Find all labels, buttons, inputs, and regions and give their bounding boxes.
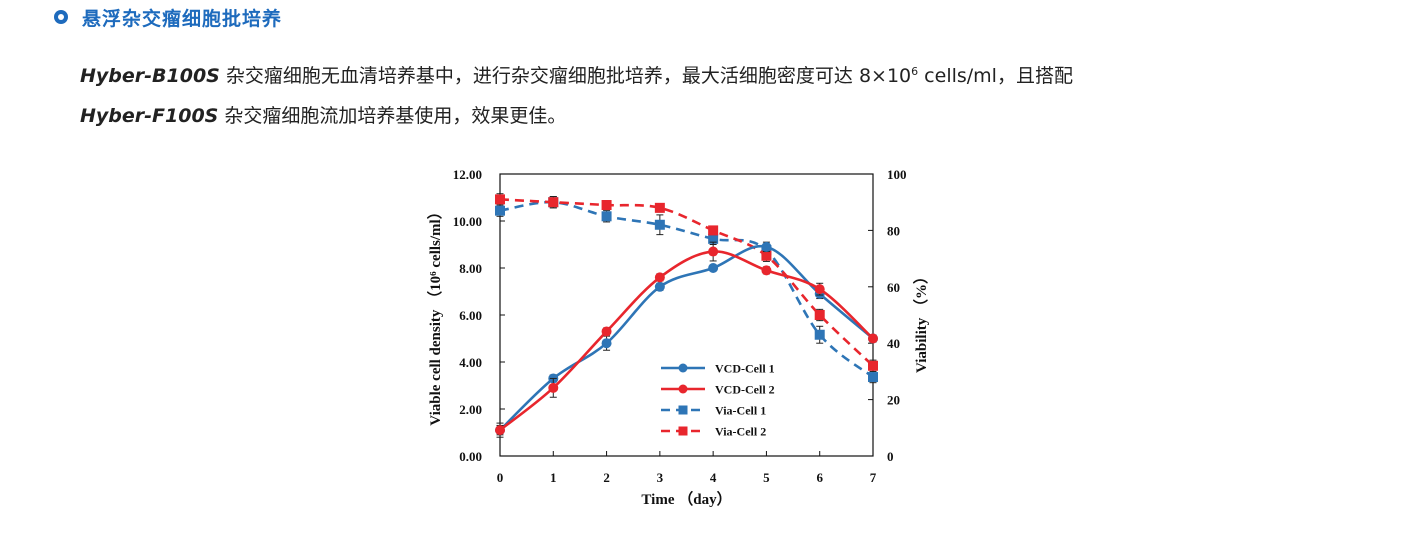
section-header: 悬浮杂交瘤细胞批培养: [54, 4, 282, 30]
data-point-vcd-cell-2: [708, 246, 719, 257]
description-paragraph: Hyber-B100S 杂交瘤细胞无血清培养基中，进行杂交瘤细胞批培养，最大活细…: [80, 56, 1340, 136]
legend-marker: [678, 405, 688, 415]
y-right-tick-label: 40: [887, 336, 900, 351]
legend-label: VCD-Cell 2: [715, 383, 775, 397]
description-text-2: cells/ml，且搭配: [918, 65, 1073, 87]
legend-label: Via-Cell 2: [715, 425, 766, 439]
x-tick-label: 2: [603, 470, 610, 485]
y-left-axis-label: Viable cell density （10⁶ cells/ml）: [426, 204, 444, 425]
section-title: 悬浮杂交瘤细胞批培养: [82, 7, 283, 30]
data-point-via-cell-2: [548, 197, 559, 208]
data-point-via-cell-2: [601, 200, 612, 211]
bullet-icon: [54, 10, 68, 24]
data-point-vcd-cell-1: [761, 241, 772, 252]
y-right-tick-label: 20: [887, 393, 900, 408]
y-left-tick-label: 4.00: [459, 355, 482, 370]
superscript-exponent: 6: [911, 65, 919, 78]
data-point-via-cell-2: [495, 194, 505, 205]
data-point-vcd-cell-2: [601, 326, 612, 337]
data-point-vcd-cell-2: [495, 425, 505, 436]
data-point-vcd-cell-2: [814, 284, 825, 295]
y-left-tick-label: 6.00: [459, 308, 482, 323]
data-point-via-cell-1: [654, 219, 665, 230]
y-left-tick-label: 12.00: [453, 167, 482, 182]
y-right-tick-label: 80: [887, 223, 900, 238]
data-point-via-cell-2: [814, 310, 825, 320]
y-left-tick-label: 10.00: [453, 214, 482, 229]
legend-marker: [678, 426, 688, 436]
x-tick-label: 5: [763, 470, 770, 485]
x-tick-label: 6: [816, 470, 823, 485]
description-text-1: 杂交瘤细胞无血清培养基中，进行杂交瘤细胞批培养，最大活细胞密度可达 8×10: [219, 65, 912, 87]
x-tick-label: 3: [657, 470, 664, 485]
product-name-b100s: Hyber-B100S: [80, 65, 220, 87]
data-point-vcd-cell-2: [548, 382, 559, 393]
product-name-f100s: Hyber-F100S: [80, 105, 219, 127]
data-point-via-cell-1: [814, 329, 825, 340]
legend-marker: [678, 384, 688, 394]
data-point-vcd-cell-1: [601, 338, 612, 349]
legend-marker: [678, 363, 688, 373]
data-point-via-cell-1: [601, 211, 612, 222]
y-right-tick-label: 100: [887, 167, 907, 182]
data-point-vcd-cell-2: [868, 333, 878, 344]
x-tick-label: 1: [550, 470, 557, 485]
data-point-via-cell-2: [868, 360, 878, 371]
data-point-via-cell-2: [654, 202, 665, 213]
data-point-vcd-cell-2: [761, 265, 772, 276]
data-point-via-cell-2: [708, 225, 719, 236]
data-point-via-cell-1: [708, 233, 719, 244]
y-right-axis-label: Viability （%）: [912, 269, 930, 373]
y-left-tick-label: 8.00: [459, 261, 482, 276]
data-point-vcd-cell-1: [708, 263, 719, 273]
x-tick-label: 0: [497, 470, 504, 485]
data-point-vcd-cell-2: [654, 272, 665, 283]
y-right-tick-label: 0: [887, 449, 894, 464]
data-point-vcd-cell-1: [654, 281, 665, 292]
description-text-3: 杂交瘤细胞流加培养基使用，效果更佳。: [218, 105, 567, 127]
data-point-via-cell-2: [761, 250, 772, 261]
y-left-tick-label: 2.00: [459, 402, 482, 417]
legend-label: Via-Cell 1: [715, 404, 766, 418]
x-tick-label: 4: [710, 470, 717, 485]
y-right-tick-label: 60: [887, 280, 900, 295]
y-left-tick-label: 0.00: [459, 449, 482, 464]
x-axis-label: Time （day）: [641, 490, 731, 508]
series-line-vcd-cell-2: [499, 250, 874, 432]
x-tick-label: 7: [870, 470, 877, 485]
series-line-via-cell-2: [499, 198, 874, 367]
legend-label: VCD-Cell 1: [715, 362, 775, 376]
data-point-via-cell-1: [868, 372, 878, 383]
data-point-via-cell-1: [495, 205, 505, 216]
